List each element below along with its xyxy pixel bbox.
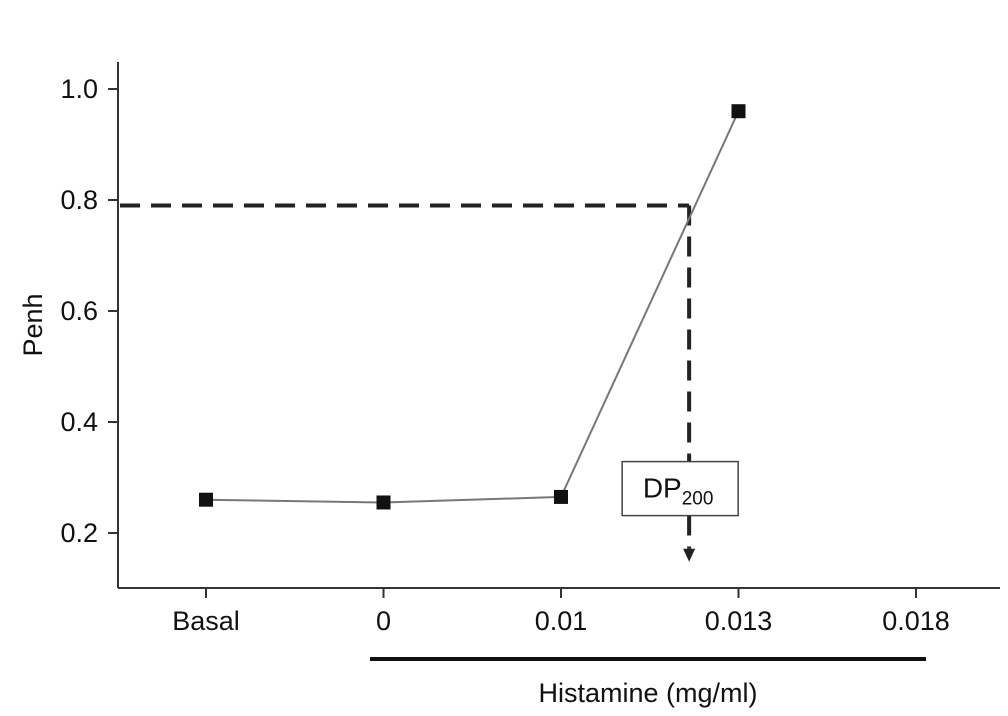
x-tick-label: 0.01 [535, 606, 588, 636]
series-line [205, 110, 740, 504]
y-axis-title: Penh [18, 293, 48, 356]
dp200-label-box [621, 460, 739, 517]
data-point [199, 492, 213, 507]
data-point [376, 495, 391, 510]
x-tick-label: 0.013 [705, 606, 773, 636]
data-point [731, 104, 746, 119]
x-axis-title: Histamine (mg/ml) [538, 678, 757, 708]
y-tick-label: 0.4 [60, 407, 98, 437]
axes [117, 62, 1000, 589]
y-ticks: 0.2 0.4 0.6 0.8 1.0 [60, 74, 118, 548]
threshold-arrowhead [683, 548, 696, 562]
series-penh [199, 104, 746, 510]
data-point [554, 489, 568, 504]
y-tick-label: 0.2 [60, 518, 98, 548]
y-tick-label: 0.8 [60, 185, 98, 215]
x-tick-label: 0 [376, 606, 391, 636]
threshold-lines [120, 203, 696, 562]
dp200-label: DP200 [643, 473, 714, 510]
dp200-label-sub: 200 [682, 489, 714, 510]
x-tick-label: Basal [172, 606, 240, 636]
x-tick-label: 0.018 [882, 606, 950, 636]
dp200-label-main: DP [643, 473, 682, 504]
x-ticks: Basal 0 0.01 0.013 0.018 [172, 588, 950, 636]
dp200-annotation: DP200 [621, 460, 739, 517]
y-tick-label: 0.6 [60, 296, 98, 326]
y-tick-label: 1.0 [60, 74, 98, 104]
